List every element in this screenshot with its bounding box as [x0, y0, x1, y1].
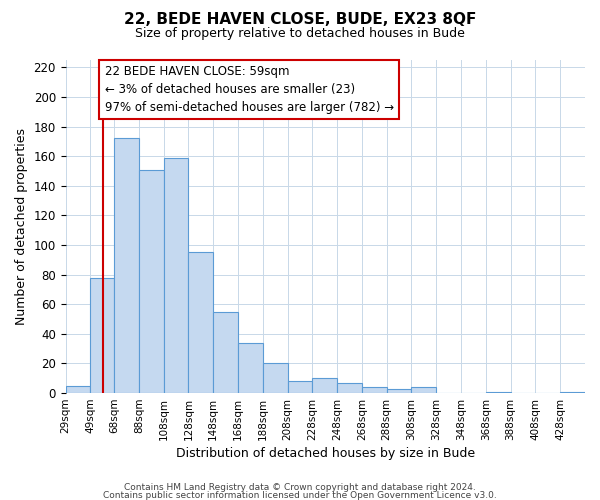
Bar — [114, 138, 139, 393]
Bar — [213, 312, 238, 393]
Text: 22, BEDE HAVEN CLOSE, BUDE, EX23 8QF: 22, BEDE HAVEN CLOSE, BUDE, EX23 8QF — [124, 12, 476, 28]
Bar — [91, 278, 114, 393]
Bar — [287, 381, 313, 393]
Bar — [238, 342, 263, 393]
Bar — [263, 364, 287, 393]
Text: Contains public sector information licensed under the Open Government Licence v3: Contains public sector information licen… — [103, 490, 497, 500]
Y-axis label: Number of detached properties: Number of detached properties — [15, 128, 28, 325]
Bar — [337, 382, 362, 393]
Text: Size of property relative to detached houses in Bude: Size of property relative to detached ho… — [135, 28, 465, 40]
Text: 22 BEDE HAVEN CLOSE: 59sqm
← 3% of detached houses are smaller (23)
97% of semi-: 22 BEDE HAVEN CLOSE: 59sqm ← 3% of detac… — [104, 65, 394, 114]
Bar — [164, 158, 188, 393]
Bar — [139, 170, 164, 393]
Bar — [560, 392, 585, 393]
Bar — [65, 386, 91, 393]
X-axis label: Distribution of detached houses by size in Bude: Distribution of detached houses by size … — [176, 447, 475, 460]
Bar — [386, 388, 412, 393]
Text: Contains HM Land Registry data © Crown copyright and database right 2024.: Contains HM Land Registry data © Crown c… — [124, 483, 476, 492]
Bar — [362, 387, 386, 393]
Bar — [188, 252, 213, 393]
Bar — [313, 378, 337, 393]
Bar — [486, 392, 511, 393]
Bar — [412, 387, 436, 393]
